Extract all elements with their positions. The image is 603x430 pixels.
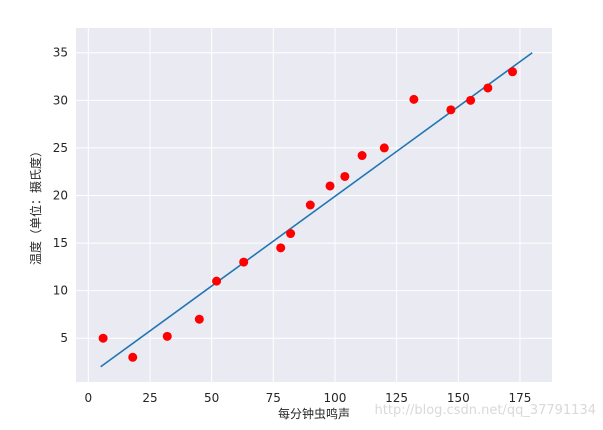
scatter-point: [128, 352, 138, 362]
scatter-point: [325, 181, 335, 191]
scatter-point: [409, 94, 419, 104]
watermark: http://blog.csdn.net/qq_37791134: [375, 403, 596, 418]
scatter-point: [446, 105, 456, 115]
x-tick-label: 100: [324, 391, 347, 405]
scatter-point: [508, 67, 518, 77]
x-tick-label: 25: [142, 391, 157, 405]
scatter-point: [379, 143, 389, 153]
y-axis-label: 温度（单位：摄氏度）: [28, 145, 43, 265]
scatter-point: [340, 171, 350, 181]
scatter-point: [98, 333, 108, 343]
fit-line-layer: [100, 52, 533, 368]
y-tick-label: 15: [53, 236, 68, 250]
y-tick-label: 20: [53, 188, 68, 202]
y-tick-label: 30: [53, 93, 68, 107]
y-tick-label: 35: [53, 46, 68, 60]
scatter-point: [212, 276, 222, 286]
tick-labels: 0 25 50 75 100 125 150 175 5 10 15 20 25 30 35: [53, 46, 532, 405]
scatter-point: [286, 229, 296, 239]
x-tick-label: 175: [508, 391, 531, 405]
scatter-points: [98, 67, 518, 362]
y-tick-label: 10: [53, 284, 68, 298]
scatter-point: [276, 243, 286, 253]
scatter-point: [305, 200, 315, 210]
x-tick-label: 75: [266, 391, 281, 405]
fit-line: [100, 52, 533, 368]
scatter-point: [483, 83, 493, 93]
x-axis-label: 每分钟虫鸣声: [278, 406, 350, 421]
scatter-point: [162, 331, 172, 341]
scatter-point: [357, 151, 367, 161]
scatter-point: [239, 257, 249, 267]
x-tick-label: 125: [385, 391, 408, 405]
y-tick-label: 25: [53, 141, 68, 155]
grid: [76, 28, 552, 382]
scatter-point: [466, 95, 476, 105]
x-tick-label: 50: [204, 391, 219, 405]
y-tick-label: 5: [60, 331, 68, 345]
x-tick-label: 150: [447, 391, 470, 405]
x-tick-label: 0: [85, 391, 93, 405]
scatter-point: [194, 314, 204, 324]
